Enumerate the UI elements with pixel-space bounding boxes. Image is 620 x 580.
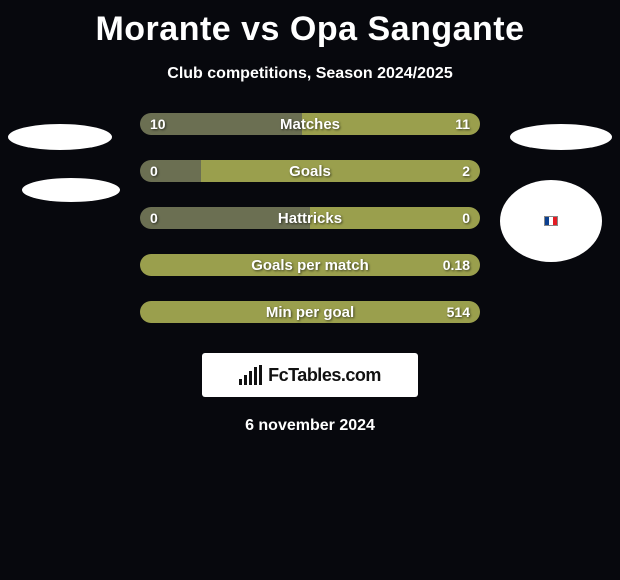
stat-right-segment xyxy=(140,301,480,323)
stat-bar-hattricks: 0 Hattricks 0 xyxy=(140,207,480,229)
stat-left-segment xyxy=(140,160,201,182)
footer-date: 6 november 2024 xyxy=(0,417,620,435)
flag-icon xyxy=(544,216,558,226)
footer-brand-text: FcTables.com xyxy=(268,365,381,386)
player-left-avatar-1 xyxy=(8,124,112,150)
stat-bar-goals-per-match: Goals per match 0.18 xyxy=(140,254,480,276)
stat-left-segment xyxy=(140,113,302,135)
stat-right-segment xyxy=(310,207,480,229)
player-right-avatar-2 xyxy=(500,180,602,262)
stat-right-segment xyxy=(302,113,480,135)
player-right-avatar-1 xyxy=(510,124,612,150)
stat-right-segment xyxy=(140,254,480,276)
stat-bar-goals: 0 Goals 2 xyxy=(140,160,480,182)
brand-bars-icon xyxy=(239,365,262,385)
page-title: Morante vs Opa Sangante xyxy=(0,10,620,49)
stat-left-segment xyxy=(140,207,310,229)
subtitle: Club competitions, Season 2024/2025 xyxy=(0,65,620,83)
stat-right-segment xyxy=(201,160,480,182)
stat-bar-min-per-goal: Min per goal 514 xyxy=(140,301,480,323)
player-left-avatar-2 xyxy=(22,178,120,202)
footer-brand-badge[interactable]: FcTables.com xyxy=(202,353,418,397)
comparison-card: Morante vs Opa Sangante Club competition… xyxy=(0,0,620,435)
stat-bar-matches: 10 Matches 11 xyxy=(140,113,480,135)
